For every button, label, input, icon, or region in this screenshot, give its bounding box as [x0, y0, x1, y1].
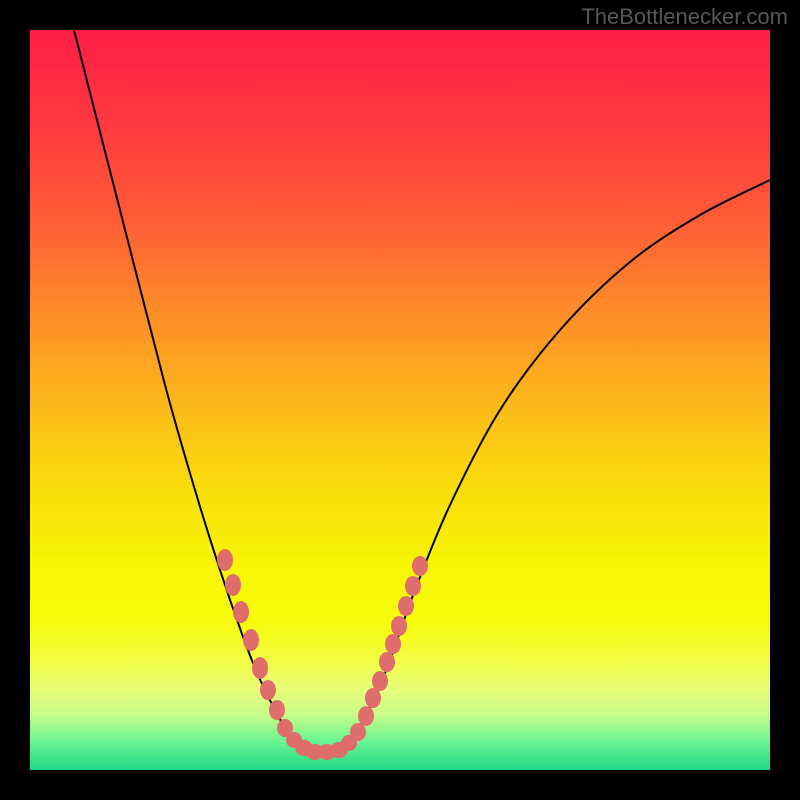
curve-marker [350, 723, 366, 741]
curve-marker [233, 601, 249, 623]
watermark-text: TheBottlenecker.com [581, 4, 788, 30]
curve-marker [412, 556, 428, 576]
curve-marker [379, 652, 395, 672]
curve-marker [385, 634, 401, 654]
curve-marker [391, 616, 407, 636]
curve-marker [217, 549, 233, 571]
curve-marker [269, 700, 285, 720]
curve-marker [372, 671, 388, 691]
chart-background [30, 30, 770, 770]
curve-marker [358, 706, 374, 726]
curve-marker [405, 576, 421, 596]
bottleneck-curve-chart [30, 30, 770, 770]
curve-marker [398, 596, 414, 616]
curve-marker [260, 680, 276, 700]
curve-marker [225, 574, 241, 596]
chart-plot-area [30, 30, 770, 770]
curve-marker [365, 688, 381, 708]
curve-marker [243, 629, 259, 651]
curve-marker [252, 657, 268, 679]
